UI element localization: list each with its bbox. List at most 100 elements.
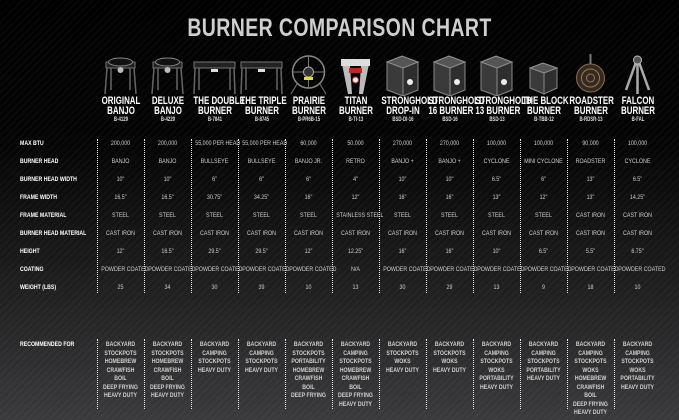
product-name: DELUXE BANJO B-4229 [146, 96, 189, 124]
recommended-label: RECOMMENDED FOR [20, 341, 75, 348]
product-name-line2: BURNER [574, 105, 608, 117]
recommended-item: WOKS [488, 366, 505, 374]
spec-cell: CAST IRON [576, 230, 605, 237]
recommended-item: BACKYARD [622, 341, 653, 348]
spec-cell: 34.25" [253, 194, 270, 201]
recommended-item: STOCKPOTS [527, 358, 560, 365]
row-label-6: HEIGHT [20, 248, 40, 255]
recommended-item: BACKYARD [387, 341, 418, 348]
recommended-list: BACKYARD CAMPING STOCKPOTS PORTABILITY HEAVY… [525, 341, 563, 384]
spec-cell: 16" [398, 194, 407, 201]
spec-cell: 55,000 PER HEAD [242, 140, 288, 147]
spec-cell: BANJO + [391, 158, 414, 165]
page-title: BURNER COMPARISON CHART [187, 14, 492, 42]
recommended-item: BACKYARD [434, 341, 465, 348]
product-model: B-8745 [254, 117, 270, 123]
spec-cell: 6.75" [631, 248, 644, 255]
product-model: B-7841 [207, 117, 223, 123]
product-name-line2: BURNER [292, 105, 326, 117]
recommended-item: HEAVY DUTY [479, 383, 514, 391]
product-name-line1: THE BLOCK [522, 95, 569, 107]
recommended-item: PORTABILITY [620, 375, 655, 382]
spec-cell: 18 [587, 284, 594, 291]
product-image-frame-wide [191, 50, 238, 96]
product-image-roadster [567, 50, 614, 96]
product-image-box [473, 50, 520, 97]
recommended-item: DEEP FRYING [573, 400, 608, 408]
spec-cell: CAST IRON [294, 230, 323, 237]
column-divider [614, 339, 615, 409]
product-name-line1: STRONGHOLD [475, 95, 532, 107]
recommended-item: WOKS [394, 358, 411, 365]
recommended-list: BACKYARD STOCKPOTS HOMEBREW CRAWFISH BOIL DE… [149, 341, 187, 401]
recommended-item: STOCKPOTS [245, 358, 278, 365]
recommended-item: HEAVY DUTY [385, 366, 420, 374]
spec-cell: 60,000 [300, 140, 317, 147]
column-divider [473, 339, 474, 409]
spec-cell: 10" [445, 176, 454, 183]
spec-cell: 12" [304, 248, 313, 255]
product-name: STRONGHOLD 16 BURNER BSD-16 [428, 96, 484, 124]
product-name-line1: STRONGHOLD [381, 95, 438, 107]
spec-cell: 6.5" [538, 248, 549, 255]
product-name: STRONGHOLD DROP-IN BSD-DI-16 [381, 95, 438, 124]
spec-cell: CAST IRON [529, 230, 558, 237]
column-divider [332, 339, 333, 409]
recommended-item: HEAVY DUTY [197, 366, 232, 374]
product-model: BSD-13 [489, 117, 505, 123]
spec-cell: 16" [398, 248, 407, 255]
spec-cell: 16" [445, 248, 454, 255]
column-divider [97, 139, 98, 293]
spec-cell: BANJO [111, 158, 130, 165]
recommended-item: CRAWFISH BOIL [294, 375, 323, 391]
product-name-line2: BANJO [107, 105, 135, 117]
row-label-7: COATING [20, 266, 44, 273]
recommended-item: BACKYARD [199, 341, 230, 348]
recommended-item: HEAVY DUTY [432, 366, 467, 374]
recommended-item: WOKS [629, 366, 646, 374]
product-name: THE TRIPLE BURNER B-8745 [240, 96, 286, 124]
recommended-item: STOCKPOTS [621, 358, 654, 365]
spec-cell: POWDER COATED [289, 266, 337, 273]
recommended-list: BACKYARD CAMPING STOCKPOTS HEAVY DUTY [196, 341, 234, 375]
recommended-item: STOCKPOTS [480, 358, 513, 365]
spec-cell: STAINLESS STEEL [336, 212, 384, 219]
spec-cell: 16.5" [161, 248, 174, 255]
spec-cell: 10" [398, 176, 407, 183]
recommended-item: CAMPING [484, 349, 509, 357]
spec-cell: POWDER COATED [430, 266, 478, 273]
spec-cell: 29.5" [208, 248, 221, 255]
recommended-item: STOCKPOTS [339, 358, 372, 365]
product-name: TITAN BURNER B-TI-13 [334, 96, 377, 124]
spec-cell: 100,000 [533, 140, 554, 147]
recommended-item: DEEP FRYING [338, 392, 373, 399]
spec-cell: CYCLONE [624, 158, 651, 165]
product-name: STRONGHOLD 13 BURNER BSD-13 [475, 95, 532, 124]
spec-cell: 16.5" [161, 194, 174, 201]
spec-cell: CAST IRON [576, 212, 605, 219]
row-label-1: BURNER HEAD [20, 158, 59, 165]
column-divider [191, 139, 192, 293]
spec-cell: 13" [586, 176, 595, 183]
spec-cell: CAST IRON [482, 230, 511, 237]
column-divider [238, 139, 239, 293]
spec-cell: CAST IRON [153, 230, 182, 237]
recommended-item: DEEP FRYING [291, 392, 326, 399]
column-divider [426, 339, 427, 409]
recommended-item: HEAVY DUTY [573, 409, 608, 416]
spec-cell: 55,000 PER HEAD [195, 140, 241, 147]
spec-cell: 10" [492, 248, 501, 255]
recommended-item: BACKYARD [293, 341, 324, 348]
recommended-item: CRAWFISH BOIL [106, 366, 135, 383]
recommended-item: HEAVY DUTY [620, 383, 655, 391]
spec-cell: 16" [445, 194, 454, 201]
spec-cell: 6" [212, 176, 217, 183]
spec-cell: STEEL [441, 212, 458, 219]
spec-cell: 10" [116, 176, 125, 183]
recommended-item: HOMEBREW [151, 358, 184, 365]
recommended-item: BACKYARD [340, 341, 371, 348]
product-name-line1: ROADSTER [569, 95, 614, 107]
spec-cell: RETRO [346, 158, 365, 165]
recommended-item: CRAWFISH BOIL [576, 383, 605, 400]
column-divider [379, 339, 380, 409]
